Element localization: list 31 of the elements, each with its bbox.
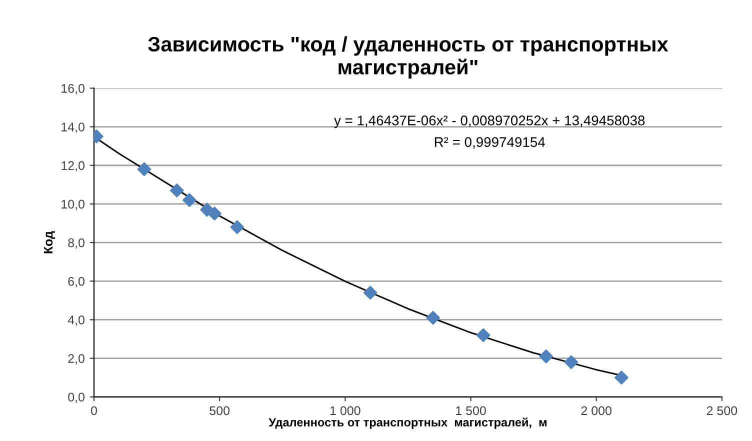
point bbox=[426, 310, 440, 325]
x-tick-label: 1 000 bbox=[330, 406, 360, 416]
y-tick-label: 2,0 bbox=[68, 354, 84, 364]
x-tick-label: 1 500 bbox=[456, 406, 486, 416]
y-tick-label: 8,0 bbox=[68, 238, 84, 249]
chart-title: Зависимость "код / удаленность от транспортных магистралей" bbox=[148, 36, 668, 79]
point bbox=[363, 286, 378, 300]
point bbox=[614, 370, 628, 385]
y-tick-label: 10,0 bbox=[62, 200, 84, 210]
x-axis-title: Удаленность от транспортных магистралей, м bbox=[268, 418, 546, 429]
y-tick-label: 16,0 bbox=[62, 84, 84, 94]
point bbox=[230, 220, 244, 234]
x-tick-label: 500 bbox=[210, 406, 230, 416]
annotation: R² = 0,999749154 bbox=[434, 137, 545, 149]
point bbox=[476, 328, 490, 342]
point bbox=[170, 184, 184, 198]
y-axis-title: Код bbox=[44, 231, 55, 254]
point bbox=[539, 349, 554, 364]
point bbox=[137, 162, 152, 176]
point bbox=[182, 193, 196, 208]
y-tick-label: 6,0 bbox=[68, 276, 84, 288]
y-tick-label: 14,0 bbox=[62, 122, 84, 133]
y-tick-label: 4,0 bbox=[68, 316, 84, 326]
annotation: y = 1,46437E-06x² - 0,008970252x + 13,49458038 bbox=[334, 116, 645, 128]
x-tick-label: 0 bbox=[91, 406, 97, 416]
point bbox=[208, 206, 222, 221]
y-tick-label: 0,0 bbox=[68, 392, 84, 404]
x-tick-label: 2 500 bbox=[706, 406, 738, 416]
y-tick-label: 12,0 bbox=[62, 161, 84, 172]
point bbox=[564, 355, 578, 370]
x-tick-label: 2 000 bbox=[581, 406, 612, 416]
